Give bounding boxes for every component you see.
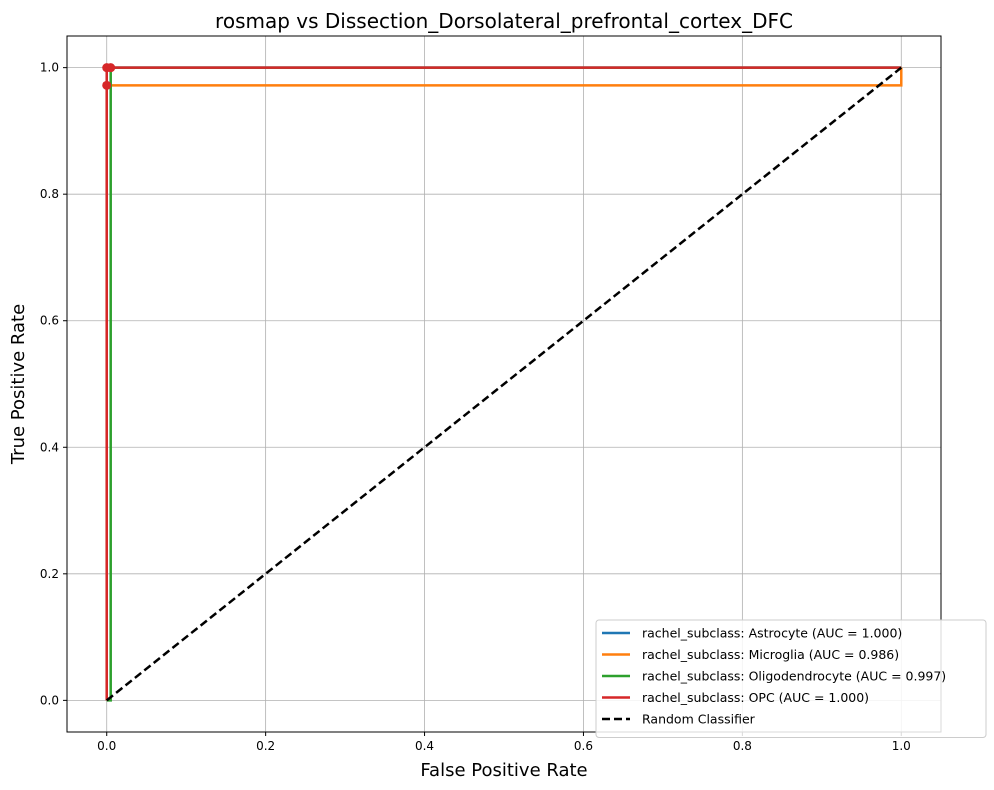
chart-title: rosmap vs Dissection_Dorsolateral_prefro… [215, 9, 793, 33]
y-tick-label: 0.0 [40, 693, 59, 707]
grid-lines [67, 36, 941, 732]
x-axis-label: False Positive Rate [420, 760, 587, 781]
y-tick-label: 1.0 [40, 61, 59, 75]
x-tick-label: 1.0 [892, 739, 911, 753]
legend-label: rachel_subclass: Oligodendrocyte (AUC = … [642, 669, 946, 684]
y-tick-label: 0.8 [40, 187, 59, 201]
legend-label: Random Classifier [642, 712, 756, 727]
marker-group [102, 63, 116, 90]
x-tick-label: 0.0 [97, 739, 116, 753]
y-axis-label: True Positive Rate [8, 304, 29, 465]
roc-marker [106, 63, 116, 73]
x-tick-label: 0.8 [733, 739, 752, 753]
axis-ticks: 0.0 0.2 0.4 0.6 0.8 1.0 0.0 0.2 0.4 0.6 0.8 1.0 [40, 61, 911, 753]
legend-box [595, 619, 987, 738]
y-tick-label: 0.2 [40, 567, 59, 581]
legend-label: rachel_subclass: OPC (AUC = 1.000) [642, 690, 869, 705]
y-tick-label: 0.4 [40, 440, 59, 454]
legend: rachel_subclass: Astrocyte (AUC = 1.000)… [595, 619, 987, 738]
plot-frame [66, 35, 942, 733]
legend-label: rachel_subclass: Astrocyte (AUC = 1.000) [642, 626, 902, 641]
legend-label: rachel_subclass: Microglia (AUC = 0.986) [642, 647, 899, 662]
x-tick-label: 0.6 [574, 739, 593, 753]
series-line [105, 66, 903, 702]
y-tick-label: 0.6 [40, 314, 59, 328]
x-tick-label: 0.2 [256, 739, 275, 753]
roc-marker [102, 80, 112, 90]
x-tick-label: 0.4 [415, 739, 434, 753]
